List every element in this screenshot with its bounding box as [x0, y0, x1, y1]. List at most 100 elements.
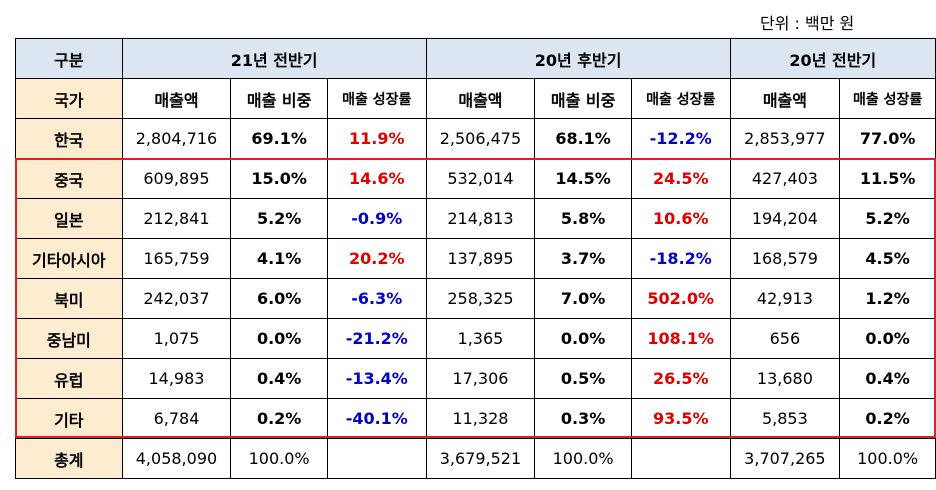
country-cell: 한국	[15, 118, 123, 159]
growth-cell: 1.2%	[839, 278, 936, 319]
sales-cell: 194,204	[729, 198, 841, 239]
share-cell: 69.1%	[230, 118, 328, 159]
growth-cell: 108.1%	[630, 318, 731, 359]
sales-cell: 1,075	[121, 318, 232, 359]
sales-cell: 2,853,977	[729, 118, 841, 159]
subheader-growth: 매출 성장률	[326, 78, 427, 119]
table-row: 중남미 1,075 0.0% -21.2% 1,365 0.0% 108.1% 656 0.0%	[15, 318, 936, 359]
subheader-sales: 매출액	[729, 78, 841, 119]
share-cell: 5.2%	[230, 198, 328, 239]
sales-cell: 214,813	[425, 198, 536, 239]
sales-cell: 165,759	[121, 238, 232, 279]
subheader-share: 매출 비중	[230, 78, 328, 119]
growth-cell: 14.6%	[326, 158, 427, 199]
growth-cell: 0.0%	[839, 318, 936, 359]
growth-cell: -0.9%	[326, 198, 427, 239]
country-cell: 중남미	[15, 318, 123, 359]
table-row: 일본 212,841 5.2% -0.9% 214,813 5.8% 10.6% 194,20…	[15, 198, 936, 239]
country-cell: 유럽	[15, 358, 123, 399]
growth-cell: 0.4%	[839, 358, 936, 399]
sales-cell: 4,058,090	[121, 438, 232, 479]
growth-cell: 11.9%	[326, 118, 427, 159]
country-cell: 북미	[15, 278, 123, 319]
growth-cell	[630, 438, 731, 479]
growth-cell: 20.2%	[326, 238, 427, 279]
share-cell: 0.0%	[230, 318, 328, 359]
growth-cell: -13.4%	[326, 358, 427, 399]
sales-cell: 11,328	[425, 398, 536, 439]
unit-label: 단위 : 백만 원	[760, 14, 855, 33]
share-cell: 0.0%	[534, 318, 632, 359]
sales-cell: 427,403	[729, 158, 841, 199]
growth-cell	[326, 438, 427, 479]
growth-cell: 26.5%	[630, 358, 731, 399]
sales-cell: 1,365	[425, 318, 536, 359]
growth-cell: 24.5%	[630, 158, 731, 199]
table-row: 기타아시아 165,759 4.1% 20.2% 137,895 3.7% -18.2% 16…	[15, 238, 936, 279]
growth-cell: -12.2%	[630, 118, 731, 159]
sales-cell: 6,784	[121, 398, 232, 439]
share-cell: 5.8%	[534, 198, 632, 239]
growth-cell: -40.1%	[326, 398, 427, 439]
sales-cell: 137,895	[425, 238, 536, 279]
subheader-sales: 매출액	[425, 78, 536, 119]
growth-cell: -21.2%	[326, 318, 427, 359]
subheader-growth: 매출 성장률	[839, 78, 936, 119]
share-cell: 0.2%	[230, 398, 328, 439]
growth-cell: 100.0%	[839, 438, 936, 479]
sales-table: 구분 21년 전반기 20년 후반기 20년 전반기 국가 매출액 매출 비중 …	[15, 38, 936, 479]
country-cell: 기타아시아	[15, 238, 123, 279]
sales-cell: 168,579	[729, 238, 841, 279]
subheader-sales: 매출액	[121, 78, 232, 119]
header-period-2: 20년 후반기	[425, 38, 731, 79]
header-category: 구분	[15, 38, 123, 79]
growth-cell: -6.3%	[326, 278, 427, 319]
country-cell: 일본	[15, 198, 123, 239]
sales-cell: 3,679,521	[425, 438, 536, 479]
growth-cell: 0.2%	[839, 398, 936, 439]
subheader-growth: 매출 성장률	[630, 78, 731, 119]
sales-table-wrapper: 구분 21년 전반기 20년 후반기 20년 전반기 국가 매출액 매출 비중 …	[15, 38, 936, 479]
sales-cell: 212,841	[121, 198, 232, 239]
share-cell: 0.5%	[534, 358, 632, 399]
sales-cell: 609,895	[121, 158, 232, 199]
sales-cell: 42,913	[729, 278, 841, 319]
table-row: 한국 2,804,716 69.1% 11.9% 2,506,475 68.1% -12.2…	[15, 118, 936, 159]
sales-cell: 13,680	[729, 358, 841, 399]
share-cell: 14.5%	[534, 158, 632, 199]
country-cell: 중국	[15, 158, 123, 199]
growth-cell: 11.5%	[839, 158, 936, 199]
table-row: 북미 242,037 6.0% -6.3% 258,325 7.0% 502.0% 42,91…	[15, 278, 936, 319]
share-cell: 7.0%	[534, 278, 632, 319]
growth-cell: 4.5%	[839, 238, 936, 279]
growth-cell: -18.2%	[630, 238, 731, 279]
country-cell: 기타	[15, 398, 123, 439]
table-row: 중국 609,895 15.0% 14.6% 532,014 14.5% 24.5% 427,…	[15, 158, 936, 199]
subheader-share: 매출 비중	[534, 78, 632, 119]
table-row: 기타 6,784 0.2% -40.1% 11,328 0.3% 93.5% 5,853 0.2…	[15, 398, 936, 439]
share-cell: 68.1%	[534, 118, 632, 159]
header-row: 구분 21년 전반기 20년 후반기 20년 전반기	[15, 38, 936, 79]
sales-cell: 2,804,716	[121, 118, 232, 159]
growth-cell: 5.2%	[839, 198, 936, 239]
share-cell: 3.7%	[534, 238, 632, 279]
sales-cell: 656	[729, 318, 841, 359]
growth-cell: 77.0%	[839, 118, 936, 159]
share-cell: 4.1%	[230, 238, 328, 279]
sales-cell: 532,014	[425, 158, 536, 199]
subheader-row: 국가 매출액 매출 비중 매출 성장률 매출액 매출 비중 매출 성장률 매출액…	[15, 78, 936, 119]
sales-cell: 14,983	[121, 358, 232, 399]
share-cell: 0.4%	[230, 358, 328, 399]
country-cell: 총계	[15, 438, 123, 479]
share-cell: 15.0%	[230, 158, 328, 199]
growth-cell: 93.5%	[630, 398, 731, 439]
share-cell: 100.0%	[230, 438, 328, 479]
header-period-3: 20년 전반기	[729, 38, 936, 79]
growth-cell: 10.6%	[630, 198, 731, 239]
table-row: 총계 4,058,090 100.0% 3,679,521 100.0% 3,707,26…	[15, 438, 936, 479]
table-row: 유럽 14,983 0.4% -13.4% 17,306 0.5% 26.5% 13,680 0…	[15, 358, 936, 399]
sales-cell: 3,707,265	[729, 438, 841, 479]
share-cell: 6.0%	[230, 278, 328, 319]
sales-cell: 2,506,475	[425, 118, 536, 159]
sales-cell: 258,325	[425, 278, 536, 319]
